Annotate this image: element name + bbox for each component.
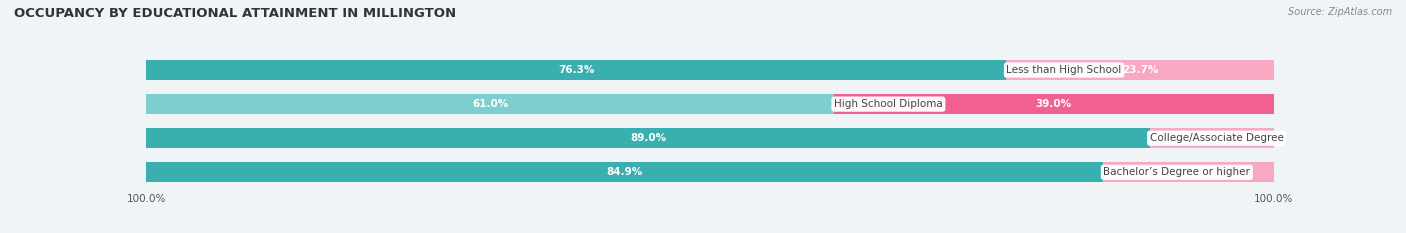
Text: High School Diploma: High School Diploma — [834, 99, 943, 109]
Bar — [146, 60, 1274, 80]
Text: 89.0%: 89.0% — [630, 133, 666, 143]
Bar — [146, 94, 1274, 114]
Text: 76.3%: 76.3% — [558, 65, 595, 75]
Bar — [146, 128, 1150, 148]
Bar — [146, 94, 834, 114]
Text: Source: ZipAtlas.com: Source: ZipAtlas.com — [1288, 7, 1392, 17]
Text: OCCUPANCY BY EDUCATIONAL ATTAINMENT IN MILLINGTON: OCCUPANCY BY EDUCATIONAL ATTAINMENT IN M… — [14, 7, 456, 20]
Text: 61.0%: 61.0% — [472, 99, 509, 109]
Bar — [146, 162, 1104, 182]
Text: College/Associate Degree: College/Associate Degree — [1150, 133, 1284, 143]
Bar — [146, 60, 1007, 80]
Text: 15.1%: 15.1% — [1170, 167, 1206, 177]
Text: 11.0%: 11.0% — [1194, 133, 1230, 143]
Text: Bachelor’s Degree or higher: Bachelor’s Degree or higher — [1104, 167, 1250, 177]
Bar — [146, 162, 1274, 182]
Bar — [834, 94, 1274, 114]
Legend: Owner-occupied, Renter-occupied: Owner-occupied, Renter-occupied — [588, 229, 832, 233]
Bar — [1150, 128, 1274, 148]
Bar — [1007, 60, 1274, 80]
Text: 84.9%: 84.9% — [607, 167, 643, 177]
Bar — [146, 128, 1274, 148]
Text: 23.7%: 23.7% — [1122, 65, 1159, 75]
Text: 39.0%: 39.0% — [1036, 99, 1071, 109]
Bar — [1104, 162, 1274, 182]
Text: Less than High School: Less than High School — [1007, 65, 1122, 75]
